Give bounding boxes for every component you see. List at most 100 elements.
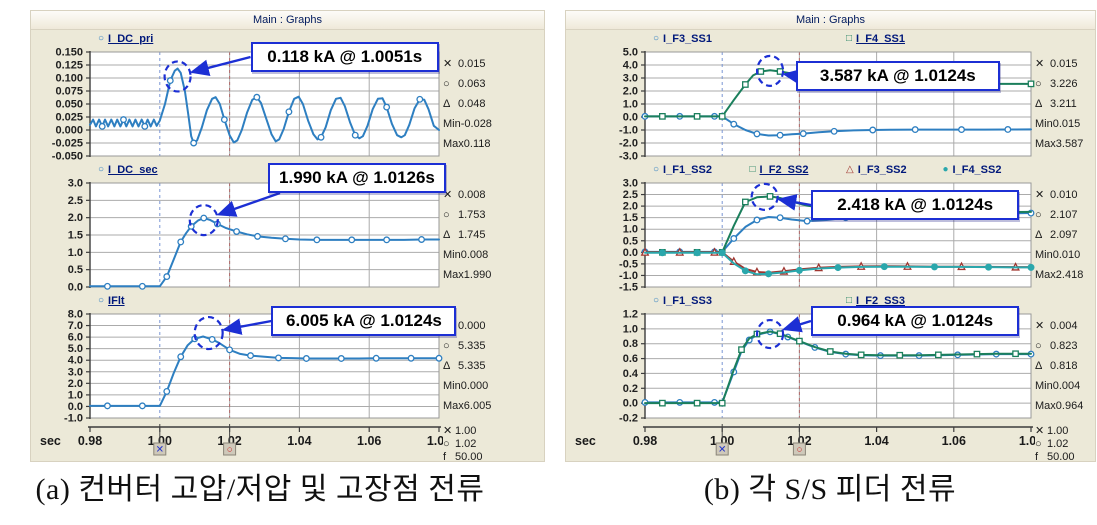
- series-line-I_F4_SS2[interactable]: [644, 251, 1032, 276]
- legend-item-I_F2_SS2[interactable]: □ I_F2_SS2: [742, 164, 839, 176]
- x-marker-icon: ✕: [443, 58, 453, 70]
- legend-item-I_F1_SS3[interactable]: ○ I_F1_SS3: [645, 295, 838, 307]
- stat-line: Min0.010: [1035, 245, 1083, 265]
- series-line-I_DC_sec[interactable]: [89, 217, 440, 288]
- y-tick-label: 0.0: [623, 398, 638, 410]
- circle-marker-icon: ○: [653, 294, 660, 306]
- stat-line: Δ 5.335: [443, 356, 491, 376]
- plot-row: ○ I_F1_SS2 □ I_F2_SS2 △ I_F3_SS2 ● I_F4_SS2 3.0 2…: [567, 162, 1095, 294]
- y-tick-label: -1.0: [619, 125, 638, 137]
- annotation-callout[interactable]: 2.418 kA @ 1.0124s: [810, 190, 1020, 220]
- x-marker-icon: ✕: [443, 189, 453, 201]
- legend-item-I_F4_SS2[interactable]: ● I_F4_SS2: [935, 164, 1032, 176]
- graphs-window-b: Main : Graphs ○ I_F3_SS1 □ I_F4_SS1 5.0 4.0 3.…: [565, 10, 1096, 463]
- stat-value: 1.02: [455, 438, 477, 450]
- legend-item-I_F1_SS2[interactable]: ○ I_F1_SS2: [645, 164, 742, 176]
- legend-item-I_F3_SS1[interactable]: ○ I_F3_SS1: [645, 33, 838, 45]
- delta-marker-icon: Δ: [1035, 229, 1043, 241]
- y-tick-label: 2.0: [68, 212, 83, 224]
- series-line-IFlt[interactable]: [89, 335, 440, 407]
- annotation-callout[interactable]: 0.118 kA @ 1.0051s: [250, 42, 439, 72]
- stat-value: 2.107: [1050, 209, 1078, 221]
- panel-body-a: ○ I_DC_pri 0.150 0.125 0.100 0.075 0.050 0.025 0…: [31, 30, 544, 464]
- x-axis-stats: ✕ 1.00 ○ 1.02 f 50.00: [443, 424, 483, 464]
- square-marker-icon: □: [846, 32, 853, 44]
- legend-label: I_F3_SS1: [663, 32, 712, 45]
- legend-item-IFlt[interactable]: ○ IFlt: [90, 295, 439, 307]
- annotation-arrow: [189, 55, 251, 77]
- x-axis-unit-label: sec: [575, 434, 596, 448]
- stat-line: Max2.418: [1035, 265, 1083, 285]
- svg-text:✕: ✕: [718, 445, 726, 456]
- stat-value: 3.211: [1050, 98, 1077, 110]
- window-titlebar[interactable]: Main : Graphs: [566, 11, 1095, 30]
- stat-value: 0.015: [458, 58, 486, 70]
- legend-item-I_F4_SS1[interactable]: □ I_F4_SS1: [838, 33, 1031, 45]
- plot-canvas[interactable]: 8.07.06.05.04.03.02.01.00.0-1.0: [32, 308, 443, 424]
- y-tick-label: 4.0: [623, 60, 638, 72]
- x-tick-label: 0.98: [78, 434, 102, 448]
- plot-row: ○ I_DC_sec 3.0 2.5 2.0 1.5 1.0 0.5 0.0 ✕ 0.008 ○ 1.7…: [32, 162, 544, 293]
- y-tick-label: 0.075: [55, 86, 83, 98]
- stat-label: Max: [443, 138, 464, 150]
- y-tick-label: -0.2: [619, 413, 638, 425]
- legend-item-I_F2_SS3[interactable]: □ I_F2_SS3: [838, 295, 1031, 307]
- y-tick-label: 0.8: [623, 338, 638, 350]
- plot-canvas[interactable]: 3.0 2.5 2.0 1.5 1.0 0.5 0.0: [32, 177, 443, 293]
- stat-label: Min: [443, 249, 461, 261]
- annotation-callout[interactable]: 3.587 kA @ 1.0124s: [795, 61, 1001, 91]
- legend-item-I_DC_pri[interactable]: ○ I_DC_pri: [90, 33, 439, 45]
- curve-stats: ✕ 0.010 ○ 2.107 Δ 2.097 Min0.010 Max2.418: [1035, 177, 1083, 293]
- stat-line: Min0.008: [443, 245, 491, 265]
- stat-label: Min: [1035, 380, 1053, 392]
- y-tick-label: 1.0: [68, 247, 83, 259]
- legend-item-I_F3_SS2[interactable]: △ I_F3_SS2: [838, 164, 935, 176]
- stat-line: Max0.118: [443, 134, 492, 154]
- y-tick-label: 3.0: [68, 178, 83, 190]
- annotation-callout[interactable]: 0.964 kA @ 1.0124s: [810, 306, 1020, 336]
- y-tick-label: 2.5: [623, 189, 638, 201]
- series-line-I_DC_pri[interactable]: [89, 67, 440, 144]
- triangle-marker-icon: △: [846, 163, 854, 175]
- y-tick-label: 4.0: [68, 355, 83, 367]
- stat-line: ✕ 0.008: [443, 185, 491, 205]
- legend-row: ○ IFlt: [90, 293, 439, 308]
- annotation-circle: [755, 318, 785, 350]
- o-marker-icon: ○: [443, 78, 450, 90]
- x-axis-canvas[interactable]: 0.981.001.021.041.061.08sec✕○: [32, 424, 443, 460]
- stat-line: ○ 0.063: [443, 74, 492, 94]
- y-tick-label: 0.4: [623, 368, 639, 380]
- delta-marker-icon: Δ: [443, 360, 451, 372]
- y-tick-label: 2.0: [623, 86, 638, 98]
- x-axis-canvas[interactable]: 0.981.001.021.041.061.08sec✕○: [567, 424, 1035, 460]
- stat-line: ✕ 0.015: [443, 54, 492, 74]
- stat-value: 0.015: [1052, 118, 1081, 130]
- window-titlebar[interactable]: Main : Graphs: [31, 11, 544, 30]
- o-cursor-marker[interactable]: ○: [223, 424, 237, 456]
- stat-line: ○ 1.753: [443, 205, 491, 225]
- stat-label: Max: [443, 400, 464, 412]
- o-marker-icon: ○: [1035, 78, 1042, 90]
- stat-line: ○ 1.02: [443, 438, 483, 451]
- curve-stats: ✕ 0.015 ○ 3.226 Δ 3.211 Min0.015 Max3.587: [1035, 46, 1083, 162]
- stat-line: ✕ 0.004: [1035, 316, 1083, 336]
- stat-line: Max3.587: [1035, 134, 1083, 154]
- y-tick-label: 0.0: [623, 112, 638, 124]
- o-cursor-marker[interactable]: ○: [792, 424, 806, 456]
- x-cursor-marker[interactable]: ✕: [153, 424, 167, 456]
- y-tick-label: 0.5: [68, 264, 83, 276]
- x-cursor-marker[interactable]: ✕: [715, 424, 729, 456]
- legend-item-I_DC_sec[interactable]: ○ I_DC_sec: [90, 164, 439, 176]
- annotation-callout[interactable]: 1.990 kA @ 1.0126s: [267, 163, 446, 193]
- x-tick-label: 0.98: [633, 434, 657, 448]
- x-tick-label: 1.08: [427, 434, 443, 448]
- x-axis-unit-label: sec: [40, 434, 61, 448]
- y-tick-label: -3.0: [619, 151, 638, 163]
- y-tick-label: 0.6: [623, 353, 638, 365]
- annotation-callout[interactable]: 6.005 kA @ 1.0124s: [271, 306, 457, 336]
- stat-value: 0.000: [460, 380, 489, 392]
- stat-line: f 50.00: [443, 451, 483, 464]
- y-tick-label: 3.0: [623, 178, 638, 190]
- svg-text:✕: ✕: [156, 445, 164, 456]
